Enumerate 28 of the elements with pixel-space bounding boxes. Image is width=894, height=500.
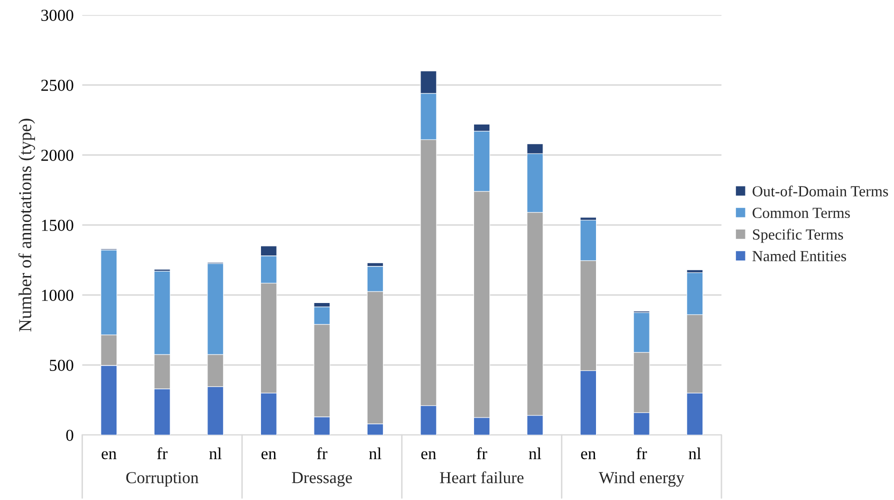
x-tick-label: fr bbox=[157, 447, 168, 460]
legend-label: Common Terms bbox=[752, 208, 850, 218]
x-tick-label: en bbox=[581, 451, 596, 460]
y-tick-label: 3000 bbox=[41, 10, 74, 21]
y-tick-label: 1000 bbox=[42, 290, 74, 301]
x-tick-label: en bbox=[102, 451, 116, 460]
y-tick-label: 500 bbox=[50, 360, 74, 371]
x-tick-label: fr bbox=[476, 447, 488, 460]
text: Wind energy bbox=[598, 472, 684, 487]
x-tick-label: nl bbox=[209, 448, 222, 460]
y-tick-label: 2000 bbox=[41, 150, 74, 161]
legend-label: Named Entities bbox=[752, 250, 846, 262]
text: Corruption bbox=[126, 472, 198, 487]
x-tick-label: nl bbox=[688, 448, 701, 460]
x-tick-label: fr bbox=[316, 447, 328, 460]
y-tick-label: 2500 bbox=[41, 80, 74, 91]
y-axis-title: Number of annotations (type) bbox=[18, 118, 36, 332]
x-tick-label: fr bbox=[636, 447, 647, 460]
x-tick-label: en bbox=[421, 451, 436, 460]
x-tick-label: nl bbox=[369, 448, 382, 460]
y-tick-label: 0 bbox=[66, 430, 74, 441]
text: Heart failure bbox=[440, 471, 524, 484]
x-tick-label: en bbox=[261, 451, 276, 460]
x-tick-label: nl bbox=[528, 448, 542, 460]
text: Dressage bbox=[292, 472, 352, 487]
y-tick-label: 1500 bbox=[42, 220, 74, 231]
legend-label: Out-of-Domain Terms bbox=[752, 186, 888, 196]
legend-label: Specific Terms bbox=[753, 228, 844, 243]
